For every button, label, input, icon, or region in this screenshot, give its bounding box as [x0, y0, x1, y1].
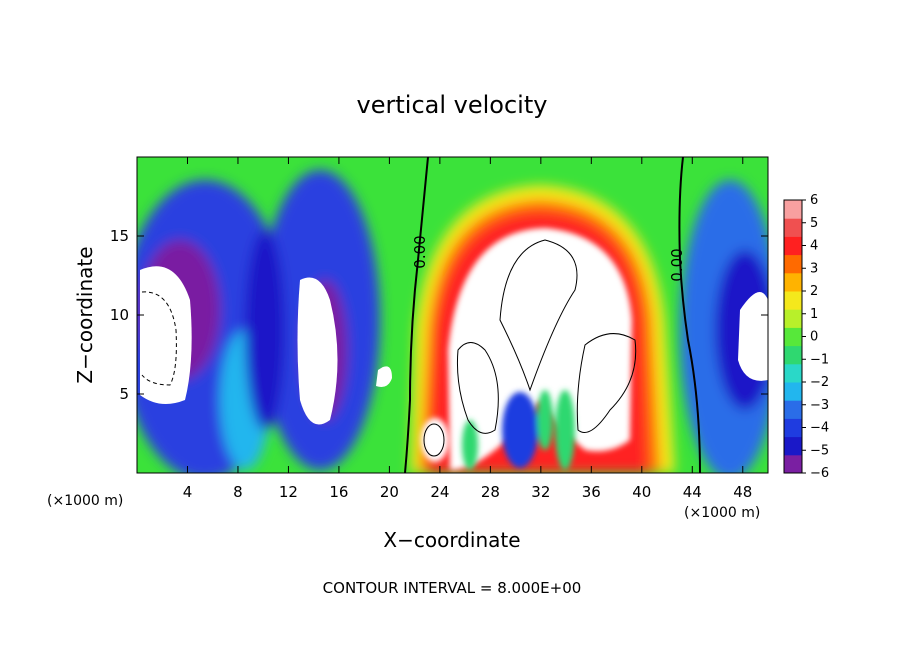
- colorbar-tick-label: 5: [810, 216, 818, 231]
- colorbar-tick-label: 2: [810, 284, 818, 299]
- colorbar-tick-label: 3: [810, 261, 818, 276]
- x-tick-label: 24: [430, 483, 449, 501]
- colorbar-segment: [784, 291, 802, 310]
- colorbar-segment: [784, 363, 802, 383]
- x-tick-label: 32: [531, 483, 550, 501]
- colorbar-tick-label: −6: [810, 466, 829, 481]
- colorbar-tick-label: 6: [810, 193, 818, 208]
- x-tick-label: 36: [582, 483, 601, 501]
- colorbar-segment: [784, 345, 802, 365]
- x-tick-label: 20: [380, 483, 399, 501]
- zero-contour: [404, 157, 701, 473]
- x-tick-label: 16: [329, 483, 348, 501]
- colorbar-tick-label: −3: [810, 398, 829, 413]
- colorbar-tick-label: −5: [810, 443, 829, 458]
- y-tick-label: 10: [110, 306, 129, 324]
- contour-interval-note: CONTOUR INTERVAL = 8.000E+00: [323, 579, 582, 597]
- y-ticks: 5 10 15: [110, 227, 768, 403]
- colorbar-tick-label: 1: [810, 307, 818, 322]
- heatmap-field: [137, 157, 768, 473]
- x-tick-label: 48: [733, 483, 752, 501]
- colorbar-tick-label: −4: [810, 421, 829, 436]
- x-tick-label: 44: [683, 483, 702, 501]
- contour-label: 0.00: [411, 235, 429, 268]
- updraft-lower: [421, 390, 575, 470]
- colorbar-tick-label: −1: [810, 352, 829, 367]
- x-axis-title: X−coordinate: [383, 528, 520, 552]
- contour-label: 0.00: [668, 248, 686, 281]
- colorbar-tick-label: −2: [810, 375, 829, 390]
- colorbar-segment: [784, 272, 802, 292]
- colorbar-tick-label: 4: [810, 239, 818, 254]
- colorbar-segment: [784, 418, 802, 438]
- colorbar-segment: [784, 382, 802, 401]
- colorbar-segment: [784, 309, 802, 328]
- colorbar-segment: [784, 327, 802, 347]
- y-tick-label: 15: [110, 227, 129, 245]
- x-tick-label: 28: [481, 483, 500, 501]
- x-tick-label: 12: [279, 483, 298, 501]
- y-tick-label: 5: [119, 385, 129, 403]
- x-ticks: 4 8 12 16 20 24 28 32 36 40 44 48: [183, 157, 752, 501]
- x-unit-left: (×1000 m): [47, 493, 123, 509]
- y-axis-title: Z−coordinate: [73, 246, 97, 383]
- downdraft-left-core: [140, 266, 392, 425]
- chart-title: vertical velocity: [357, 91, 548, 119]
- colorbar-segment: [784, 200, 802, 219]
- updraft-core: [448, 228, 632, 470]
- updraft-contours: [423, 239, 637, 457]
- colorbar-segment: [784, 218, 802, 237]
- colorbar: 6 5 4 3 2 1 0 −1 −2 −3 −4 −5 −6: [783, 193, 829, 481]
- colorbar-tick-label: 0: [810, 330, 818, 345]
- colorbar-segment: [784, 436, 802, 456]
- colorbar-segment: [784, 254, 802, 274]
- colorbar-segment: [784, 454, 802, 474]
- x-tick-label: 4: [183, 483, 193, 501]
- x-unit-right: (×1000 m): [684, 505, 760, 521]
- colorbar-segment: [784, 400, 802, 419]
- downdraft-right-core: [738, 292, 768, 381]
- x-tick-label: 40: [632, 483, 651, 501]
- x-tick-label: 8: [233, 483, 243, 501]
- colorbar-segment: [784, 236, 802, 256]
